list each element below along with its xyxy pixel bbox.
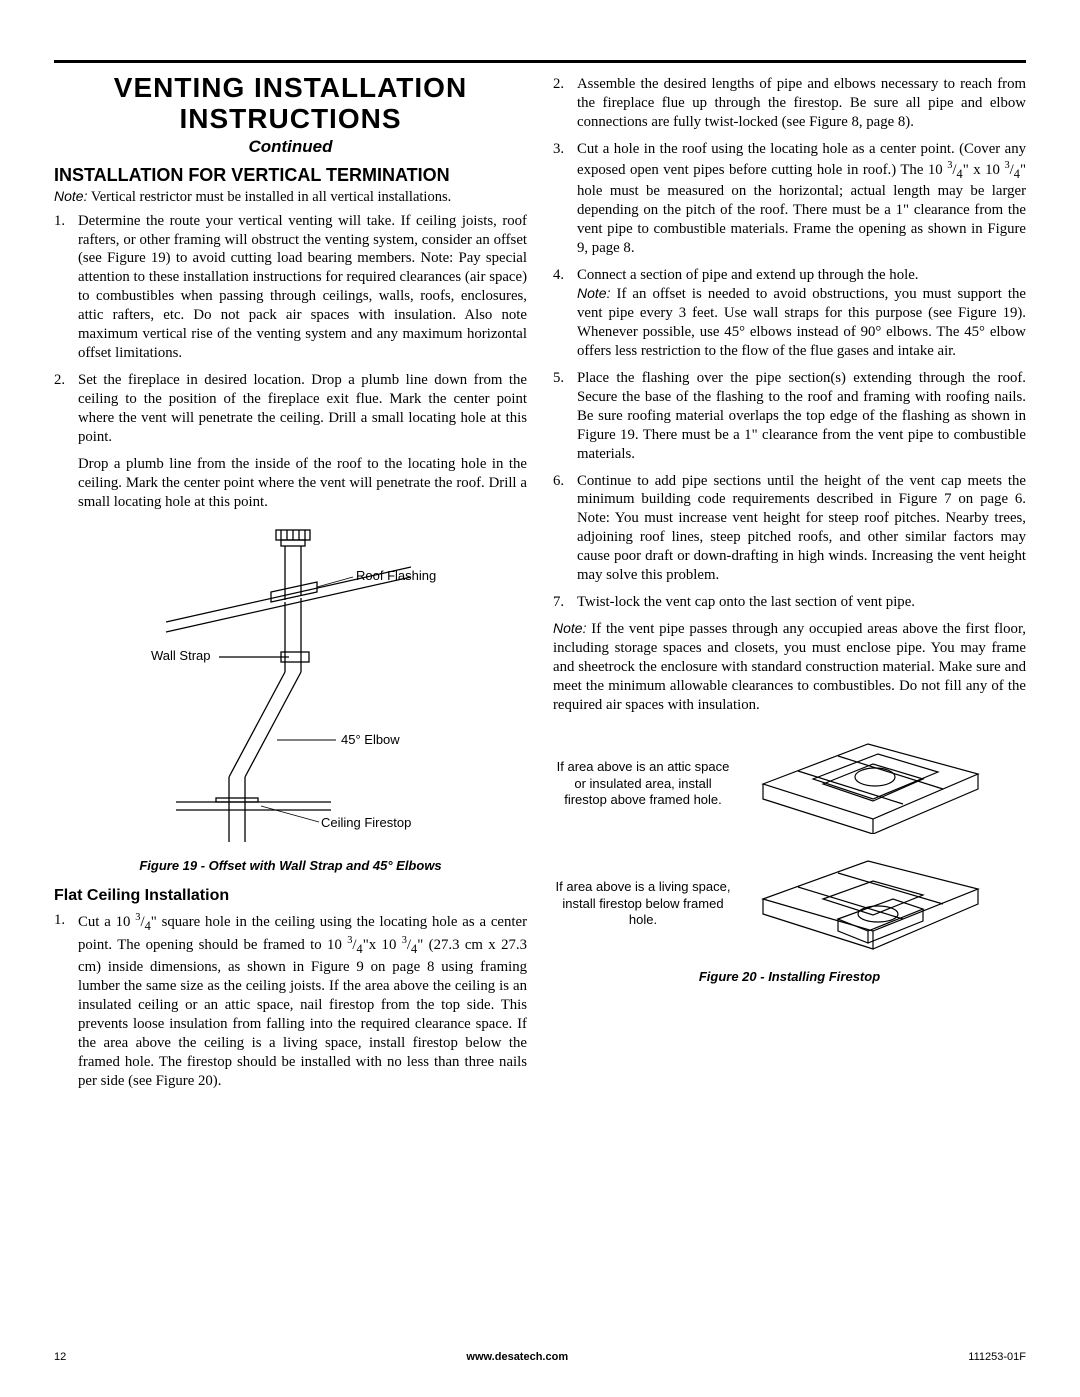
figure-19-caption: Figure 19 - Offset with Wall Strap and 4… [54,858,527,873]
right-step-2: 2. Assemble the desired lengths of pipe … [553,75,1026,132]
page-footer: 12 www.desatech.com 111253-01F [54,1351,1026,1363]
step-number: 2. [54,371,78,447]
step-text: Assemble the desired lengths of pipe and… [577,75,1026,132]
main-title-line1: VENTING INSTALLATION [54,73,527,104]
step-text: Place the flashing over the pipe section… [577,369,1026,464]
figure-20-text-attic: If area above is an attic space or insul… [553,759,733,808]
figure-20: If area above is an attic space or insul… [553,729,1026,984]
page-number: 12 [54,1351,66,1363]
left-column: VENTING INSTALLATION INSTRUCTIONS Contin… [54,73,527,1099]
note-text: If the vent pipe passes through any occu… [553,621,1026,713]
step-number: 1. [54,911,78,1091]
doc-number: 111253-01F [968,1351,1026,1363]
vertical-restrictor-note: Note: Vertical restrictor must be instal… [54,188,527,206]
top-rule [54,60,1026,63]
note-label: Note: [54,188,87,204]
step-text: Determine the route your vertical ventin… [78,212,527,364]
figure-20-img-attic [743,729,1026,839]
step-number: 6. [553,472,577,586]
step-number: 4. [553,266,577,361]
flat-steps: 1. Cut a 10 3/4" square hole in the ceil… [54,911,527,1091]
fig19-roof-flashing-label: Roof Flashing [356,568,436,583]
step-text: Cut a hole in the roof using the locatin… [577,140,1026,258]
figure-20-row-1: If area above is an attic space or insul… [553,729,1026,839]
figure-19-svg: Roof Flashing Wall Strap 45° Elbow Ceili… [121,522,461,852]
left-step-2-continuation: Drop a plumb line from the inside of the… [78,455,527,512]
right-step-7: 7. Twist-lock the vent cap onto the last… [553,593,1026,612]
section-vertical-termination-title: INSTALLATION FOR VERTICAL TERMINATION [54,165,527,186]
left-step-1: 1. Determine the route your vertical ven… [54,212,527,364]
left-step-2: 2. Set the fireplace in desired location… [54,371,527,447]
two-column-layout: VENTING INSTALLATION INSTRUCTIONS Contin… [54,73,1026,1099]
note-text: If an offset is needed to avoid obstruct… [577,286,1026,359]
note-label: Note: [577,285,610,301]
step-text: Connect a section of pipe and extend up … [577,266,1026,361]
note-text: Vertical restrictor must be installed in… [87,189,451,205]
figure-20-row-2: If area above is a living space, install… [553,849,1026,959]
right-step-6: 6. Continue to add pipe sections until t… [553,472,1026,586]
main-title-line2: INSTRUCTIONS [54,104,527,135]
step-text: Set the fireplace in desired location. D… [78,371,527,447]
step-number: 1. [54,212,78,364]
fig19-elbow-label: 45° Elbow [341,732,400,747]
fig19-wall-strap-label: Wall Strap [151,648,210,663]
figure-20-img-living [743,849,1026,959]
right-step-5: 5. Place the flashing over the pipe sect… [553,369,1026,464]
step-number: 2. [553,75,577,132]
flat-step-1: 1. Cut a 10 3/4" square hole in the ceil… [54,911,527,1091]
step-text: Cut a 10 3/4" square hole in the ceiling… [78,911,527,1091]
figure-20-text-living: If area above is a living space, install… [553,879,733,928]
note-label: Note: [553,620,586,636]
step-text: Twist-lock the vent cap onto the last se… [577,593,1026,612]
figure-20-caption: Figure 20 - Installing Firestop [553,969,1026,984]
right-steps: 2. Assemble the desired lengths of pipe … [553,75,1026,612]
right-column: 2. Assemble the desired lengths of pipe … [553,73,1026,1099]
step-number: 7. [553,593,577,612]
footer-url: www.desatech.com [466,1351,568,1363]
right-step-4: 4. Connect a section of pipe and extend … [553,266,1026,361]
right-bottom-note: Note: If the vent pipe passes through an… [553,620,1026,715]
figure-19: Roof Flashing Wall Strap 45° Elbow Ceili… [121,522,461,852]
step-number: 3. [553,140,577,258]
right-step-3: 3. Cut a hole in the roof using the loca… [553,140,1026,258]
left-steps: 1. Determine the route your vertical ven… [54,212,527,447]
step-number: 5. [553,369,577,464]
continued-label: Continued [54,137,527,157]
flat-ceiling-title: Flat Ceiling Installation [54,887,527,905]
step-text: Continue to add pipe sections until the … [577,472,1026,586]
fig19-firestop-label: Ceiling Firestop [321,815,411,830]
